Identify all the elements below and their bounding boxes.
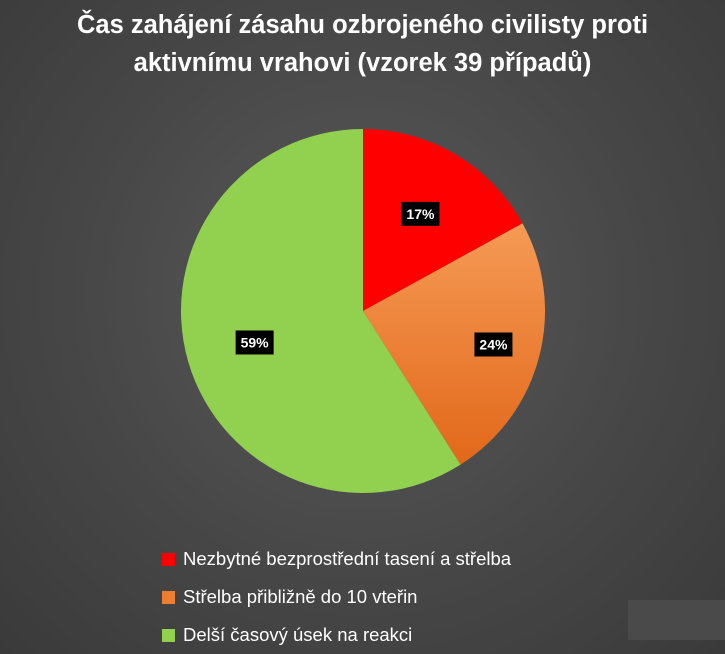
data-label-box <box>401 201 440 226</box>
data-label: 24% <box>474 332 513 357</box>
data-label-box <box>235 330 274 355</box>
data-label-text: 59% <box>241 334 270 350</box>
chart-title-line-1: Čas zahájení zásahu ozbrojeného civilist… <box>76 11 649 39</box>
legend-swatch-red <box>162 552 175 566</box>
legend-label: Nezbytné bezprostřední tasení a střelba <box>183 548 512 569</box>
pie-slice <box>363 223 545 465</box>
legend-label: Delší časový úsek na reakci <box>183 624 413 645</box>
legend-swatch-orange <box>162 590 175 604</box>
data-label-text: 17% <box>406 206 435 222</box>
data-label: 59% <box>235 330 274 355</box>
pie-slice <box>180 129 461 493</box>
legend: Nezbytné bezprostřední tasení a střelba … <box>162 540 511 654</box>
legend-item: Nezbytné bezprostřední tasení a střelba <box>162 540 511 578</box>
legend-item: Střelba přibližně do 10 vteřin <box>162 578 511 616</box>
chart-title: Čas zahájení zásahu ozbrojeného civilist… <box>0 6 725 82</box>
pie-slice <box>363 129 523 311</box>
data-label: 17% <box>401 201 440 226</box>
data-label-text: 24% <box>479 336 508 352</box>
legend-item: Delší časový úsek na reakci <box>162 616 511 654</box>
legend-swatch-green <box>162 628 175 642</box>
corner-patch <box>628 600 725 640</box>
data-label-box <box>474 332 513 357</box>
legend-label: Střelba přibližně do 10 vteřin <box>183 586 418 607</box>
chart-title-line-2: aktivnímu vrahovi (vzorek 39 případů) <box>133 49 592 77</box>
